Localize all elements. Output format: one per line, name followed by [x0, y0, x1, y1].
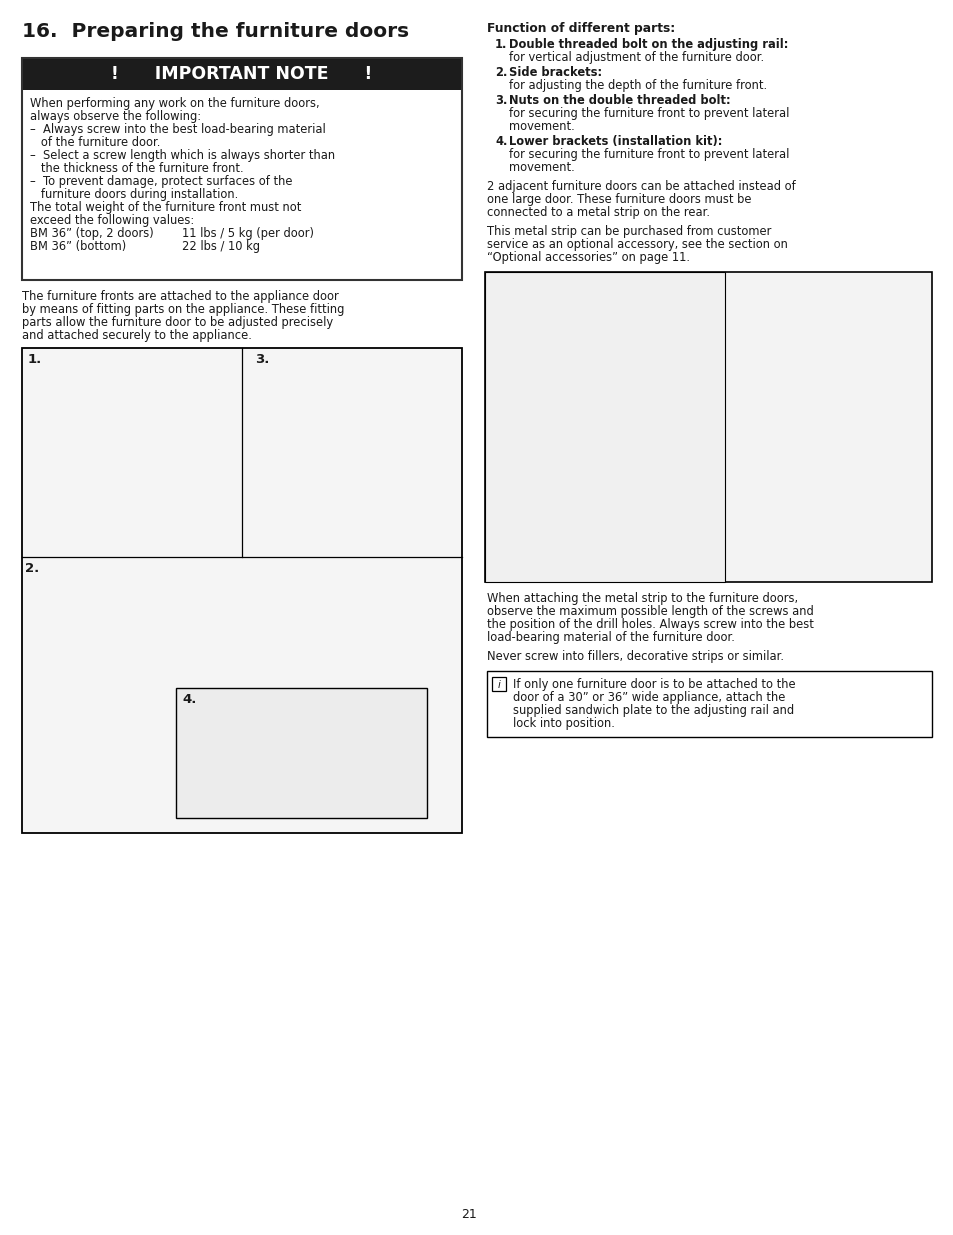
Text: i: i — [497, 680, 500, 690]
Text: Nuts on the double threaded bolt:: Nuts on the double threaded bolt: — [509, 94, 730, 107]
Text: –  Select a screw length which is always shorter than: – Select a screw length which is always … — [30, 149, 335, 162]
Text: 4.: 4. — [495, 135, 507, 148]
Text: 16.  Preparing the furniture doors: 16. Preparing the furniture doors — [22, 22, 409, 41]
Text: the position of the drill holes. Always screw into the best: the position of the drill holes. Always … — [486, 618, 813, 631]
Text: This metal strip can be purchased from customer: This metal strip can be purchased from c… — [486, 225, 771, 238]
Text: movement.: movement. — [509, 161, 574, 174]
Text: BM 36” (top, 2 doors): BM 36” (top, 2 doors) — [30, 227, 153, 240]
Text: observe the maximum possible length of the screws and: observe the maximum possible length of t… — [486, 605, 813, 618]
Text: parts allow the furniture door to be adjusted precisely: parts allow the furniture door to be adj… — [22, 316, 333, 329]
Text: always observe the following:: always observe the following: — [30, 110, 201, 124]
Text: for vertical adjustment of the furniture door.: for vertical adjustment of the furniture… — [509, 51, 763, 64]
Text: 3.: 3. — [254, 353, 269, 366]
Text: When performing any work on the furniture doors,: When performing any work on the furnitur… — [30, 98, 319, 110]
Text: of the furniture door.: of the furniture door. — [30, 136, 160, 149]
Bar — [22, 348, 461, 832]
Text: –  To prevent damage, protect surfaces of the: – To prevent damage, protect surfaces of… — [30, 175, 293, 188]
Bar — [22, 58, 461, 280]
Text: movement.: movement. — [509, 120, 574, 133]
Text: supplied sandwich plate to the adjusting rail and: supplied sandwich plate to the adjusting… — [513, 704, 793, 718]
Text: Side brackets:: Side brackets: — [509, 65, 601, 79]
Text: service as an optional accessory, see the section on: service as an optional accessory, see th… — [486, 238, 787, 251]
Text: lock into position.: lock into position. — [513, 718, 615, 730]
Bar — [492, 677, 505, 692]
Text: The furniture fronts are attached to the appliance door: The furniture fronts are attached to the… — [22, 290, 338, 303]
Text: –  Always screw into the best load-bearing material: – Always screw into the best load-bearin… — [30, 124, 325, 136]
Bar — [484, 272, 724, 582]
Text: 2 adjacent furniture doors can be attached instead of: 2 adjacent furniture doors can be attach… — [486, 180, 795, 193]
Text: the thickness of the furniture front.: the thickness of the furniture front. — [30, 162, 243, 175]
Bar — [175, 688, 426, 818]
Text: Never screw into fillers, decorative strips or similar.: Never screw into fillers, decorative str… — [486, 650, 783, 663]
Text: load-bearing material of the furniture door.: load-bearing material of the furniture d… — [486, 631, 734, 643]
Text: by means of fitting parts on the appliance. These fitting: by means of fitting parts on the applian… — [22, 303, 344, 316]
Text: 4.: 4. — [182, 693, 196, 706]
Text: 11 lbs / 5 kg (per door): 11 lbs / 5 kg (per door) — [182, 227, 314, 240]
Text: furniture doors during installation.: furniture doors during installation. — [30, 188, 238, 201]
Text: one large door. These furniture doors must be: one large door. These furniture doors mu… — [486, 193, 751, 206]
Bar — [22, 58, 461, 90]
Text: for adjusting the depth of the furniture front.: for adjusting the depth of the furniture… — [509, 79, 766, 91]
Text: 2.: 2. — [25, 562, 39, 574]
Text: If only one furniture door is to be attached to the: If only one furniture door is to be atta… — [513, 678, 795, 692]
Text: 22 lbs / 10 kg: 22 lbs / 10 kg — [182, 240, 260, 253]
Text: 1.: 1. — [28, 353, 42, 366]
Text: 3.: 3. — [495, 94, 507, 107]
Bar — [484, 272, 931, 582]
Text: for securing the furniture front to prevent lateral: for securing the furniture front to prev… — [509, 148, 788, 161]
Text: !      IMPORTANT NOTE      !: ! IMPORTANT NOTE ! — [112, 65, 373, 83]
Text: 2.: 2. — [495, 65, 507, 79]
Text: door of a 30” or 36” wide appliance, attach the: door of a 30” or 36” wide appliance, att… — [513, 692, 784, 704]
Text: 21: 21 — [460, 1209, 476, 1221]
Text: connected to a metal strip on the rear.: connected to a metal strip on the rear. — [486, 206, 709, 219]
Text: Function of different parts:: Function of different parts: — [486, 22, 675, 35]
Text: “Optional accessories” on page 11.: “Optional accessories” on page 11. — [486, 251, 689, 264]
Text: and attached securely to the appliance.: and attached securely to the appliance. — [22, 329, 252, 342]
Text: exceed the following values:: exceed the following values: — [30, 214, 194, 227]
Text: The total weight of the furniture front must not: The total weight of the furniture front … — [30, 201, 301, 214]
Text: BM 36” (bottom): BM 36” (bottom) — [30, 240, 126, 253]
Text: for securing the furniture front to prevent lateral: for securing the furniture front to prev… — [509, 107, 788, 120]
Text: 1.: 1. — [495, 38, 507, 51]
Text: When attaching the metal strip to the furniture doors,: When attaching the metal strip to the fu… — [486, 592, 798, 605]
Bar — [486, 671, 931, 737]
Text: Lower brackets (installation kit):: Lower brackets (installation kit): — [509, 135, 721, 148]
Text: Double threaded bolt on the adjusting rail:: Double threaded bolt on the adjusting ra… — [509, 38, 787, 51]
